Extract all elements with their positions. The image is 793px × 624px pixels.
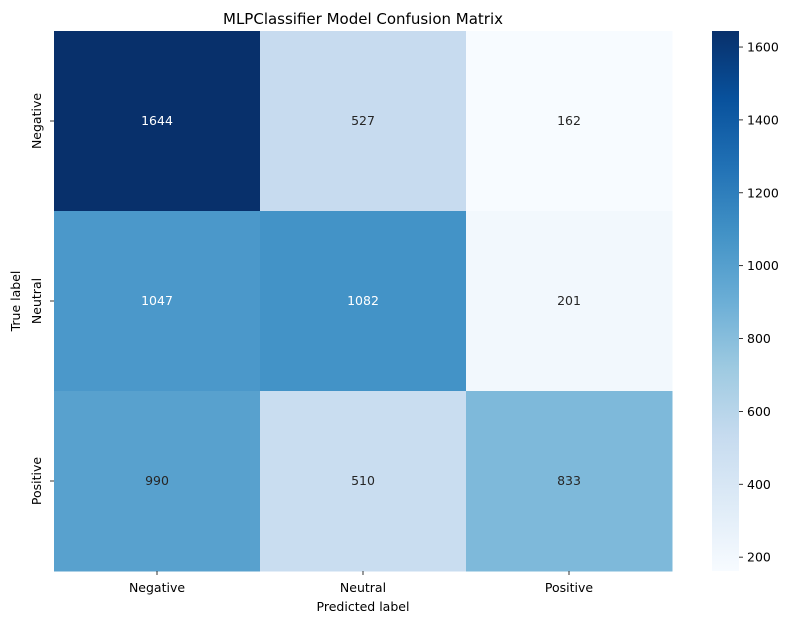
cell-value-label: 1047 — [141, 293, 173, 308]
y-tick-label: Negative — [29, 93, 44, 149]
cell-value-label: 527 — [351, 113, 375, 128]
cell-value-labels: 1644 527 162 1047 1082 201 990 510 833 — [141, 113, 581, 488]
y-axis-label: True label — [8, 271, 23, 333]
heatmap-cell — [260, 31, 467, 212]
heatmap-cell — [260, 391, 467, 572]
colorbar-tick-label: 1000 — [747, 258, 779, 273]
heatmap-cell — [466, 391, 673, 572]
colorbar-tick-label: 1400 — [747, 112, 779, 127]
colorbar-ticks: 200 400 600 800 1000 1200 1400 1600 — [739, 40, 779, 565]
cell-value-label: 162 — [557, 113, 581, 128]
heatmap-cell — [466, 31, 673, 212]
colorbar-tick-label: 1600 — [747, 40, 779, 55]
heatmap-cells — [54, 31, 673, 572]
heatmap-cell — [466, 211, 673, 392]
heatmap-cell — [54, 211, 261, 392]
x-tick-label: Positive — [545, 580, 593, 595]
cell-value-label: 1644 — [141, 113, 173, 128]
cell-value-label: 833 — [557, 473, 581, 488]
chart-title: MLPClassifier Model Confusion Matrix — [223, 10, 503, 28]
colorbar-tick-label: 1200 — [747, 185, 779, 200]
y-axis-ticks: Negative Neutral Positive — [29, 93, 54, 505]
heatmap-cell — [260, 211, 467, 392]
colorbar-tick-label: 800 — [747, 331, 771, 346]
colorbar — [712, 31, 739, 571]
cell-value-label: 990 — [145, 473, 169, 488]
x-tick-label: Negative — [129, 580, 185, 595]
colorbar-tick-label: 600 — [747, 404, 771, 419]
x-axis-label: Predicted label — [317, 599, 410, 614]
colorbar-tick-label: 200 — [747, 550, 771, 565]
y-tick-label: Neutral — [29, 278, 44, 324]
cell-value-label: 510 — [351, 473, 375, 488]
colorbar-tick-label: 400 — [747, 477, 771, 492]
heatmap-cell — [54, 31, 261, 212]
cell-value-label: 1082 — [347, 293, 379, 308]
y-tick-label: Positive — [29, 457, 44, 505]
x-axis-ticks: Negative Neutral Positive — [129, 571, 593, 595]
cell-value-label: 201 — [557, 293, 581, 308]
heatmap-cell — [54, 391, 261, 572]
x-tick-label: Neutral — [340, 580, 386, 595]
